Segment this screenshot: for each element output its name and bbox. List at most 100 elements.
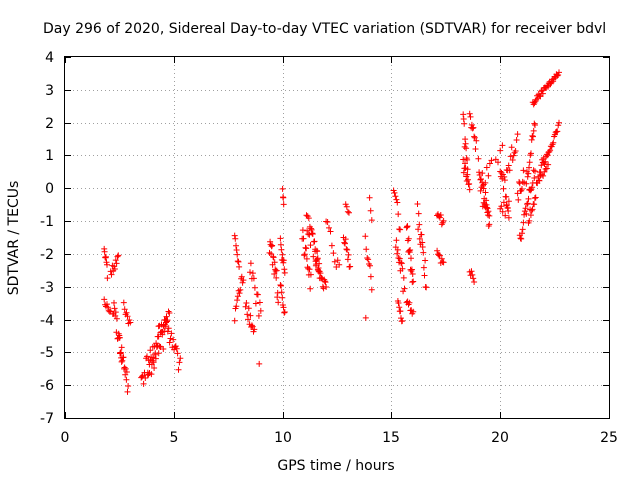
data-point (236, 259, 242, 265)
data-point (253, 301, 259, 307)
data-point (531, 167, 537, 173)
data-point (125, 389, 131, 395)
grid (65, 57, 609, 418)
data-point (409, 267, 415, 273)
data-point (344, 247, 350, 253)
data-point (278, 247, 284, 253)
data-point (421, 265, 427, 271)
data-point (396, 304, 402, 310)
data-point (515, 197, 521, 203)
data-point (476, 169, 482, 175)
data-point (469, 122, 475, 128)
data-point (326, 225, 332, 231)
data-point (345, 209, 351, 215)
data-point (518, 235, 524, 241)
data-point (277, 282, 283, 288)
data-point (121, 300, 127, 306)
data-point (168, 336, 174, 342)
data-points (101, 69, 562, 395)
y-tick-label: 0 (45, 181, 54, 197)
x-tick-label: 10 (274, 430, 292, 446)
data-point (232, 236, 238, 242)
data-point (177, 355, 183, 361)
data-point (410, 279, 416, 285)
data-point (399, 318, 405, 324)
plot-frame (65, 57, 610, 419)
data-point (282, 309, 288, 315)
data-point (335, 257, 341, 263)
x-tick-label: 20 (491, 430, 509, 446)
data-point (256, 361, 262, 367)
data-point (234, 247, 240, 253)
data-point (525, 174, 531, 180)
y-tick-label: -5 (40, 345, 54, 361)
axes: 0 5 10 15 20 25-7-6-5-4-3-2-101234 (40, 50, 618, 446)
x-axis-label: GPS time / hours (277, 458, 394, 474)
data-point (234, 252, 240, 258)
data-point (363, 246, 369, 252)
data-point (416, 211, 422, 217)
data-point (529, 133, 535, 139)
data-point (499, 142, 505, 148)
data-point (368, 274, 374, 280)
data-point (520, 167, 526, 173)
data-point (281, 310, 287, 316)
y-tick-label: 2 (45, 116, 54, 132)
data-point (392, 193, 398, 199)
data-point (282, 270, 288, 276)
data-point (526, 196, 532, 202)
data-point (422, 273, 428, 279)
data-point (520, 226, 526, 232)
data-point (243, 300, 249, 306)
data-point (497, 148, 503, 154)
data-point (415, 226, 421, 232)
data-point (394, 251, 400, 257)
data-point (531, 201, 537, 207)
data-point (529, 137, 535, 143)
data-point (346, 252, 352, 258)
data-point (279, 289, 285, 295)
data-point (236, 264, 242, 270)
data-point (307, 286, 313, 292)
data-point (416, 222, 422, 228)
y-tick-label: 1 (45, 148, 54, 164)
data-point (515, 131, 521, 137)
data-point (367, 195, 373, 201)
data-point (281, 201, 287, 207)
data-point (243, 304, 249, 310)
data-point (363, 315, 369, 321)
data-point (362, 233, 368, 239)
data-point (532, 122, 538, 128)
data-point (478, 176, 484, 182)
data-point (101, 296, 107, 302)
data-point (176, 367, 182, 373)
data-point (277, 235, 283, 241)
data-point (400, 288, 406, 294)
x-tick-label: 0 (61, 430, 70, 446)
data-point (533, 195, 539, 201)
data-point (467, 187, 473, 193)
data-point (330, 250, 336, 256)
data-point (103, 254, 109, 260)
data-point (472, 135, 478, 141)
data-point (279, 252, 285, 258)
data-point (422, 258, 428, 264)
data-point (301, 236, 307, 242)
data-point (312, 238, 318, 244)
data-point (397, 227, 403, 233)
data-point (275, 290, 281, 296)
data-point (467, 111, 473, 117)
data-point (395, 211, 401, 217)
data-point (393, 237, 399, 243)
data-point (280, 186, 286, 192)
data-point (125, 383, 131, 389)
data-point (501, 186, 507, 192)
y-tick-label: -2 (40, 247, 54, 263)
data-point (401, 275, 407, 281)
data-point (119, 358, 125, 364)
data-point (102, 249, 108, 255)
data-point (395, 255, 401, 261)
data-point (347, 264, 353, 270)
y-tick-label: -6 (40, 378, 54, 394)
data-point (123, 377, 129, 383)
